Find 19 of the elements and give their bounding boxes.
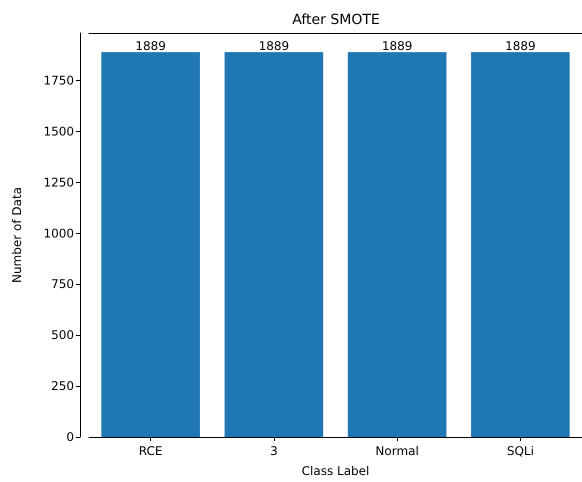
x-tick-label: 3 (270, 444, 278, 458)
y-tick-label: 500 (51, 328, 74, 342)
data-label: 1889 (382, 39, 412, 54)
chart-title: After SMOTE (292, 12, 380, 28)
x-axis-title: Class Label (302, 464, 370, 478)
x-tick-label: Normal (375, 444, 419, 458)
y-tick-label: 0 (66, 430, 74, 444)
y-axis-title: Number of Data (10, 186, 24, 284)
y-tick-label: 1500 (43, 124, 74, 138)
y-tick-label: 750 (51, 277, 74, 292)
y-tick-label: 1750 (43, 73, 74, 88)
y-tick-label: 250 (51, 379, 74, 394)
data-label: 1889 (258, 39, 290, 54)
x-tick-label: SQLi (506, 444, 534, 458)
data-label: 1889 (505, 39, 536, 54)
data-label: 1889 (135, 39, 166, 54)
y-tick-label: 1250 (43, 175, 74, 190)
y-tick-label: 1000 (43, 226, 74, 240)
x-tick-label: RCE (138, 444, 162, 458)
